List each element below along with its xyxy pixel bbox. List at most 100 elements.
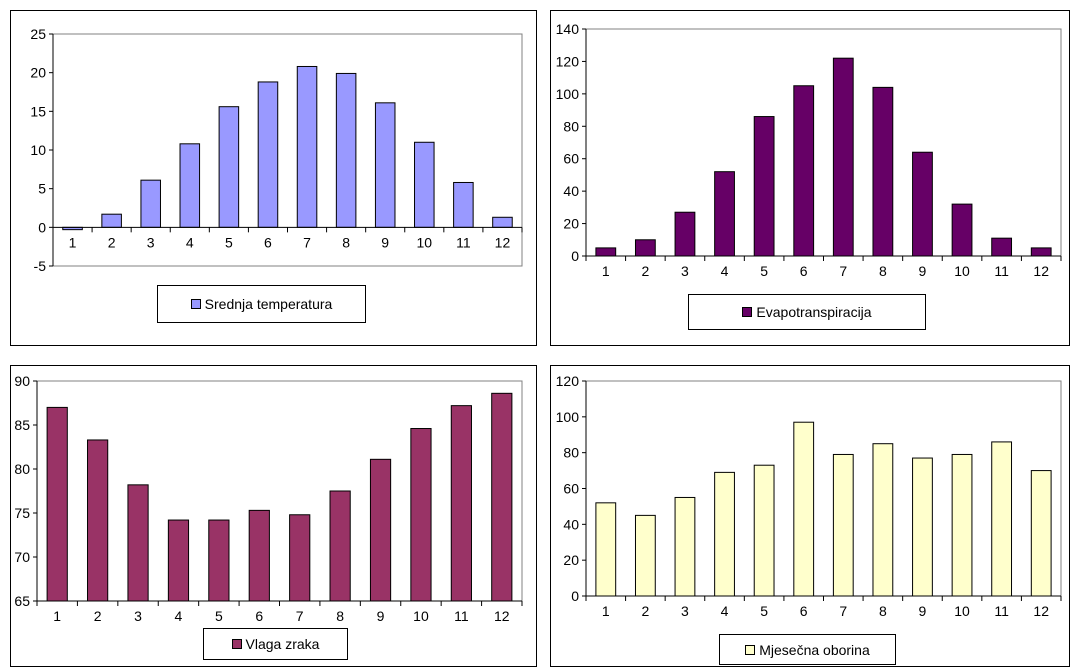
x-tick-label: 2 xyxy=(641,603,649,619)
bar-month-11 xyxy=(450,405,472,602)
chart-legend: Mjesečna oborina xyxy=(719,634,896,665)
x-tick-label: 8 xyxy=(879,603,887,619)
x-tick-label: 12 xyxy=(1033,263,1049,279)
legend-label: Srednja temperatura xyxy=(204,296,333,312)
bar-month-7 xyxy=(832,453,854,597)
x-tick-label: 2 xyxy=(108,234,116,250)
x-tick-label: 9 xyxy=(919,263,927,279)
y-tick-label: 120 xyxy=(556,373,580,389)
x-tick-label: 5 xyxy=(760,263,768,279)
bar-month-6 xyxy=(793,421,815,597)
y-tick-label: 75 xyxy=(14,505,30,521)
bar-month-7 xyxy=(289,514,311,602)
y-tick-label: 140 xyxy=(556,21,580,37)
x-tick-label: 8 xyxy=(879,263,887,279)
legend-label: Evapotranspiracija xyxy=(756,304,872,320)
bar-month-9 xyxy=(912,457,933,597)
y-tick-label: 15 xyxy=(30,103,46,119)
x-tick-label: 10 xyxy=(413,608,429,624)
x-tick-label: 2 xyxy=(94,608,102,624)
bar-month-11 xyxy=(991,441,1013,597)
chart-panel-precipitation: 0 20 40 60 80 100 120 1 2 3 4 5 6 7 8 9 10 11 12 Mjesečna … xyxy=(550,365,1070,667)
x-tick-label: 5 xyxy=(760,603,768,619)
y-tick-label: 20 xyxy=(563,552,579,568)
x-tick-label: 10 xyxy=(417,234,433,250)
y-tick-label: 65 xyxy=(14,593,30,609)
x-tick-label: 7 xyxy=(303,234,311,250)
bar-month-1 xyxy=(595,247,617,257)
bar-month-2 xyxy=(634,239,656,257)
y-tick-label: 80 xyxy=(563,445,579,461)
bar-month-3 xyxy=(674,211,696,257)
x-tick-label: 8 xyxy=(342,234,350,250)
x-tick-label: 4 xyxy=(721,263,729,279)
plot-area xyxy=(585,380,1062,597)
bar-month-9 xyxy=(369,458,392,602)
x-tick-label: 3 xyxy=(681,263,689,279)
x-tick-label: 7 xyxy=(839,263,847,279)
bar-month-8 xyxy=(872,443,894,597)
y-tick-label: 60 xyxy=(563,481,579,497)
y-tick-label: 0 xyxy=(38,219,46,235)
x-tick-label: 11 xyxy=(994,263,1009,279)
bar-month-7 xyxy=(832,57,854,257)
y-tick-label: 20 xyxy=(30,65,46,81)
x-tick-label: 12 xyxy=(494,608,510,624)
plot-area xyxy=(36,380,523,602)
x-tick-label: 8 xyxy=(336,608,344,624)
y-tick-label: 20 xyxy=(563,216,579,232)
chart-panel-evapotranspiration: 0 20 40 60 80 100 120 140 1 2 3 4 5 6 7 8 9 10 11 12 Evapot… xyxy=(550,10,1070,346)
bar-month-5 xyxy=(218,106,240,228)
bar-month-2 xyxy=(101,213,122,228)
x-tick-label: 6 xyxy=(800,603,808,619)
y-tick-label: 100 xyxy=(556,409,580,425)
y-tick-label: 5 xyxy=(38,181,46,197)
x-tick-label: 12 xyxy=(495,234,511,250)
bar-month-12 xyxy=(492,216,513,228)
x-tick-label: 9 xyxy=(377,608,385,624)
bar-month-8 xyxy=(335,72,357,228)
x-tick-label: 7 xyxy=(839,603,847,619)
x-tick-label: 6 xyxy=(800,263,808,279)
legend-label: Vlaga zraka xyxy=(245,636,320,652)
bar-month-3 xyxy=(674,496,696,597)
y-tick-label: 0 xyxy=(571,588,579,604)
y-tick-label: 100 xyxy=(556,86,580,102)
chart-panel-temperature: -5 0 5 10 15 20 25 1 2 3 4 5 6 7 8 9 10 11 12 Srednja temp… xyxy=(10,10,537,346)
bar-month-10 xyxy=(410,428,432,602)
x-tick-label: 4 xyxy=(175,608,183,624)
y-tick-label: -5 xyxy=(34,258,47,274)
x-tick-label: 12 xyxy=(1033,603,1049,619)
bar-month-2 xyxy=(634,514,656,597)
x-tick-label: 4 xyxy=(721,603,729,619)
bar-month-9 xyxy=(374,102,396,228)
y-tick-label: 60 xyxy=(563,151,579,167)
bar-month-2 xyxy=(87,439,109,602)
bar-month-3 xyxy=(127,484,149,602)
chart-panel-humidity: 65 70 75 80 85 90 1 2 3 4 5 6 7 8 9 10 11 12 Vlaga zraka xyxy=(10,365,537,667)
chart-legend: Evapotranspiracija xyxy=(688,294,926,330)
bar-month-12 xyxy=(1030,247,1052,257)
bar-month-6 xyxy=(257,81,279,228)
bar-month-12 xyxy=(1030,470,1052,597)
x-tick-label: 3 xyxy=(147,234,155,250)
bar-month-10 xyxy=(951,203,973,257)
y-tick-label: 10 xyxy=(30,142,46,158)
y-tick-label: 80 xyxy=(14,461,30,477)
x-tick-label: 11 xyxy=(994,603,1009,619)
x-tick-label: 2 xyxy=(641,263,649,279)
bar-month-5 xyxy=(753,464,775,597)
chart-legend: Vlaga zraka xyxy=(203,628,348,660)
legend-label: Mjesečna oborina xyxy=(759,641,870,658)
bar-month-11 xyxy=(991,237,1013,257)
y-tick-label: 80 xyxy=(563,118,579,134)
x-tick-label: 4 xyxy=(186,234,194,250)
bar-month-1 xyxy=(46,406,68,602)
y-tick-label: 70 xyxy=(14,549,30,565)
bar-month-4 xyxy=(714,171,735,257)
x-tick-label: 5 xyxy=(215,608,223,624)
x-tick-label: 1 xyxy=(69,234,77,250)
bar-month-8 xyxy=(329,490,351,602)
